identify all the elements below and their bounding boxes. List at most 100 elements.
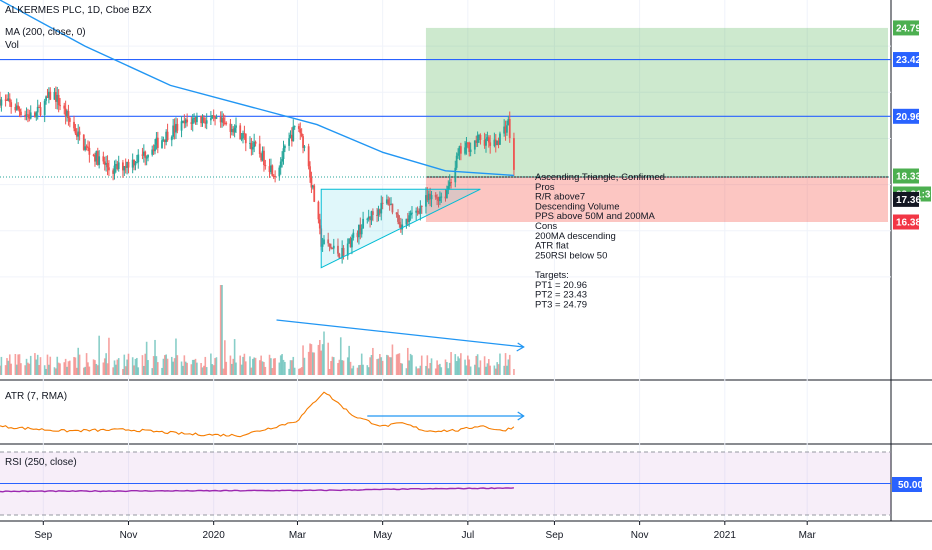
volume-bar — [475, 355, 478, 375]
candle-body — [362, 218, 365, 229]
candle-body — [430, 194, 433, 200]
volume-bar — [137, 367, 140, 375]
candle-body — [418, 212, 420, 214]
candle-body — [466, 142, 469, 144]
candle-body — [49, 91, 52, 100]
rsi-value-text: 50.00 — [898, 480, 923, 491]
rsi-line — [0, 487, 514, 493]
note-line: Ascending Triangle, Confirmed — [535, 172, 665, 183]
volume-bar — [339, 337, 342, 375]
volume-bar — [66, 366, 68, 375]
volume-bar — [367, 367, 370, 375]
candle-body — [408, 215, 411, 223]
candle-body — [95, 151, 98, 162]
rsi-value-badge — [892, 477, 922, 492]
candle-body — [230, 129, 233, 132]
volume-bar — [272, 358, 275, 375]
note-line: R/R above7 — [535, 192, 585, 203]
volume-bar — [450, 352, 452, 375]
candle-body — [274, 176, 277, 178]
candle-body — [166, 131, 169, 141]
volume-bar — [143, 365, 145, 375]
candle-body — [123, 166, 126, 171]
candle-body — [458, 146, 461, 154]
candle-body — [176, 123, 179, 131]
candle-body — [155, 137, 158, 145]
volume-bar — [204, 356, 207, 375]
candle-body — [351, 237, 353, 248]
candle-body — [381, 202, 384, 204]
volume-bar — [419, 365, 422, 375]
volume-bar — [69, 360, 71, 375]
candle-body — [7, 98, 10, 101]
candle-body — [478, 135, 480, 137]
price-badge-text: 24.79 — [896, 23, 921, 34]
candle-body — [233, 127, 236, 133]
candle-body — [250, 142, 253, 150]
candle-body — [74, 128, 77, 134]
candle-body — [292, 126, 295, 142]
price-badge — [893, 214, 919, 230]
candle-body — [331, 248, 334, 250]
ma200-line — [0, 0, 514, 177]
volume-bar — [317, 344, 320, 375]
risk-reward-zones — [425, 27, 888, 222]
volume-bar — [429, 363, 431, 375]
volume-bar — [400, 363, 402, 375]
volume-bar — [84, 366, 86, 375]
candle-body — [390, 203, 392, 206]
candle-body — [337, 245, 339, 254]
candle-body — [457, 153, 459, 156]
volume-bars — [0, 285, 515, 375]
volume-bar — [49, 356, 52, 375]
candle-body — [67, 111, 70, 119]
candle-body — [135, 162, 138, 164]
volume-bar — [309, 343, 311, 375]
volume-bar — [242, 356, 244, 375]
volume-bar — [497, 364, 500, 375]
candle-body — [367, 216, 370, 219]
candle-body — [341, 247, 344, 258]
candle-body — [378, 209, 381, 214]
candle-body — [0, 99, 1, 106]
candle-body — [370, 211, 373, 221]
candle-body — [88, 147, 91, 155]
volume-bar — [113, 360, 116, 375]
candle-body — [175, 123, 177, 133]
volume-bar — [460, 353, 462, 375]
volume-bar — [349, 361, 352, 375]
volume-bar — [320, 350, 323, 375]
candle-body — [96, 151, 99, 165]
volume-bar — [94, 360, 96, 375]
candle-body — [85, 146, 88, 148]
volume-bar — [448, 362, 451, 375]
volume-bar — [175, 338, 177, 375]
volume-bar — [85, 353, 88, 375]
volume-bar — [78, 354, 81, 375]
volume-bar — [126, 359, 128, 375]
candle-body — [426, 195, 429, 201]
volume-bar — [155, 356, 158, 375]
candle-body — [127, 161, 130, 168]
volume-bar — [253, 357, 255, 375]
volume-bar — [48, 364, 50, 375]
candle-body — [485, 138, 487, 146]
candle-body — [115, 164, 117, 166]
candle-body — [14, 107, 17, 111]
candle-body — [17, 105, 20, 110]
candle-body — [94, 154, 96, 162]
volume-bar — [476, 354, 479, 375]
candle-body — [459, 146, 462, 154]
candle-body — [465, 142, 468, 148]
volume-bar — [196, 362, 198, 375]
volume-bar — [34, 353, 36, 375]
candle-body — [391, 203, 394, 213]
volume-bar — [260, 355, 262, 375]
volume-bar — [398, 353, 401, 375]
candle-body — [68, 118, 71, 122]
volume-bar — [106, 363, 109, 375]
grid — [0, 0, 891, 521]
volume-bar — [366, 365, 369, 375]
volume-bar — [27, 362, 29, 375]
